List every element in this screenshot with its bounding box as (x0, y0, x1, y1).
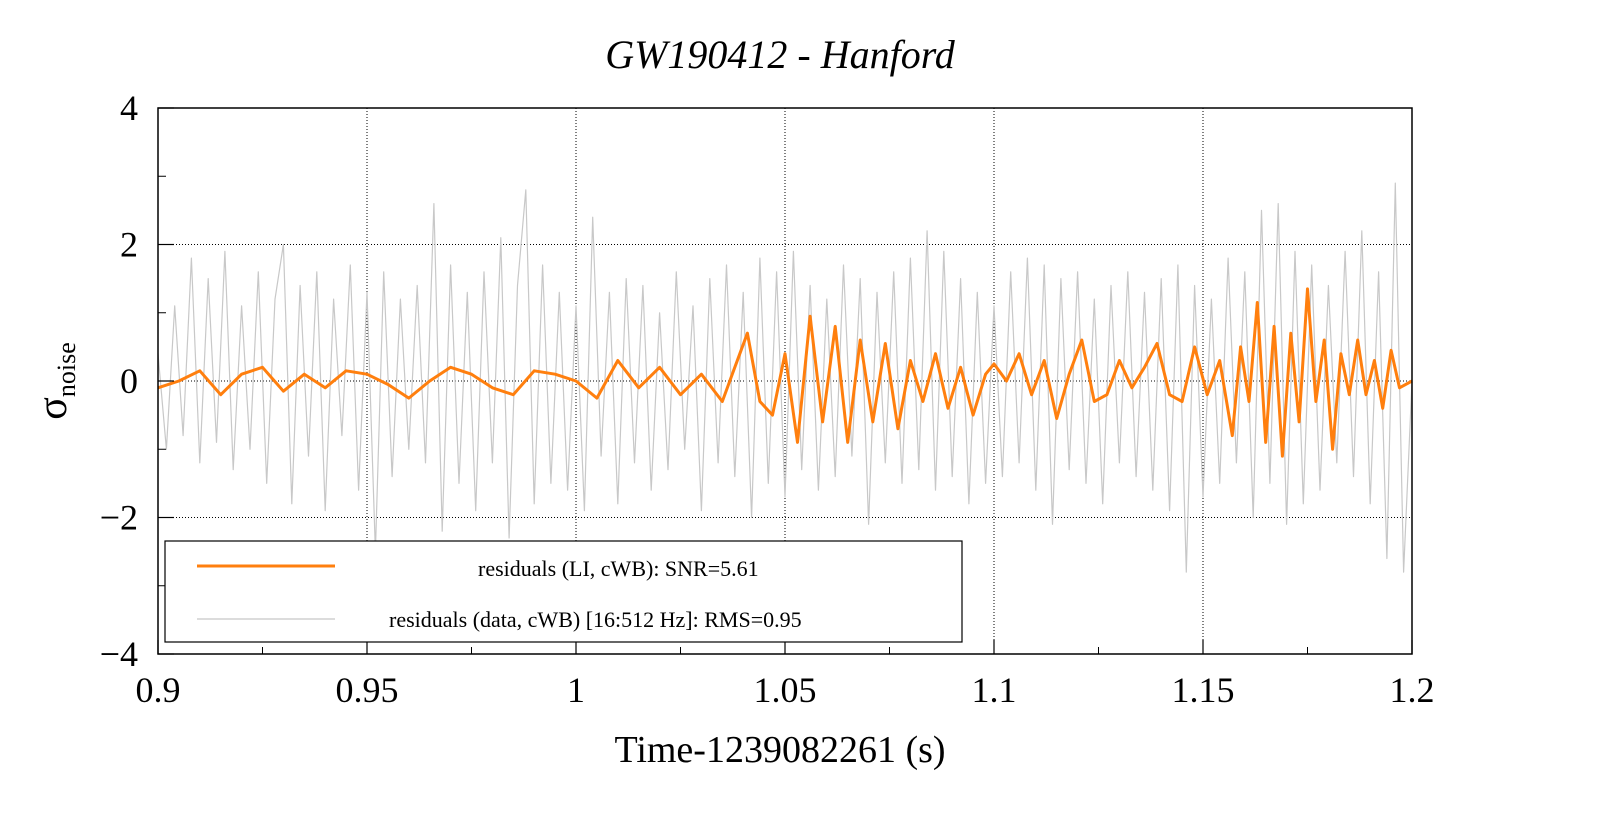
chart-title: GW190412 - Hanford (605, 32, 956, 77)
legend-box (164, 540, 963, 643)
x-tick-label: 1.1 (972, 670, 1017, 710)
x-axis-ticks: 0.9 0.95 1 1.05 1.1 1.15 1.2 (136, 640, 1435, 710)
x-tick-label: 0.9 (136, 670, 181, 710)
y-tick-label: 0 (120, 361, 138, 401)
x-tick-label: 1.2 (1390, 670, 1435, 710)
x-tick-label: 1 (567, 670, 585, 710)
legend-label-1: residuals (data, cWB) [16:512 Hz]: RMS=0… (389, 607, 802, 632)
x-tick-label: 0.95 (336, 670, 399, 710)
y-axis-ticks: −4 −2 0 2 4 (100, 88, 174, 674)
y-tick-label: 4 (120, 88, 138, 128)
legend-label-0: residuals (LI, cWB): SNR=5.61 (478, 556, 759, 581)
y-tick-label: −4 (100, 634, 138, 674)
y-axis-label-symbol: σ (30, 397, 76, 420)
y-axis-label: σnoise (30, 342, 81, 420)
y-tick-label: −2 (100, 498, 138, 538)
x-tick-label: 1.15 (1172, 670, 1235, 710)
y-axis-label-subscript: noise (52, 342, 81, 397)
series-line-data-residuals (157, 182, 1413, 573)
series-line-li-residuals (157, 287, 1413, 458)
x-tick-label: 1.05 (754, 670, 817, 710)
x-axis-label: Time-1239082261 (s) (614, 729, 945, 771)
legend: residuals (LI, cWB): SNR=5.61 residuals … (164, 540, 963, 643)
plot-series (157, 182, 1413, 573)
y-tick-label: 2 (120, 225, 138, 265)
